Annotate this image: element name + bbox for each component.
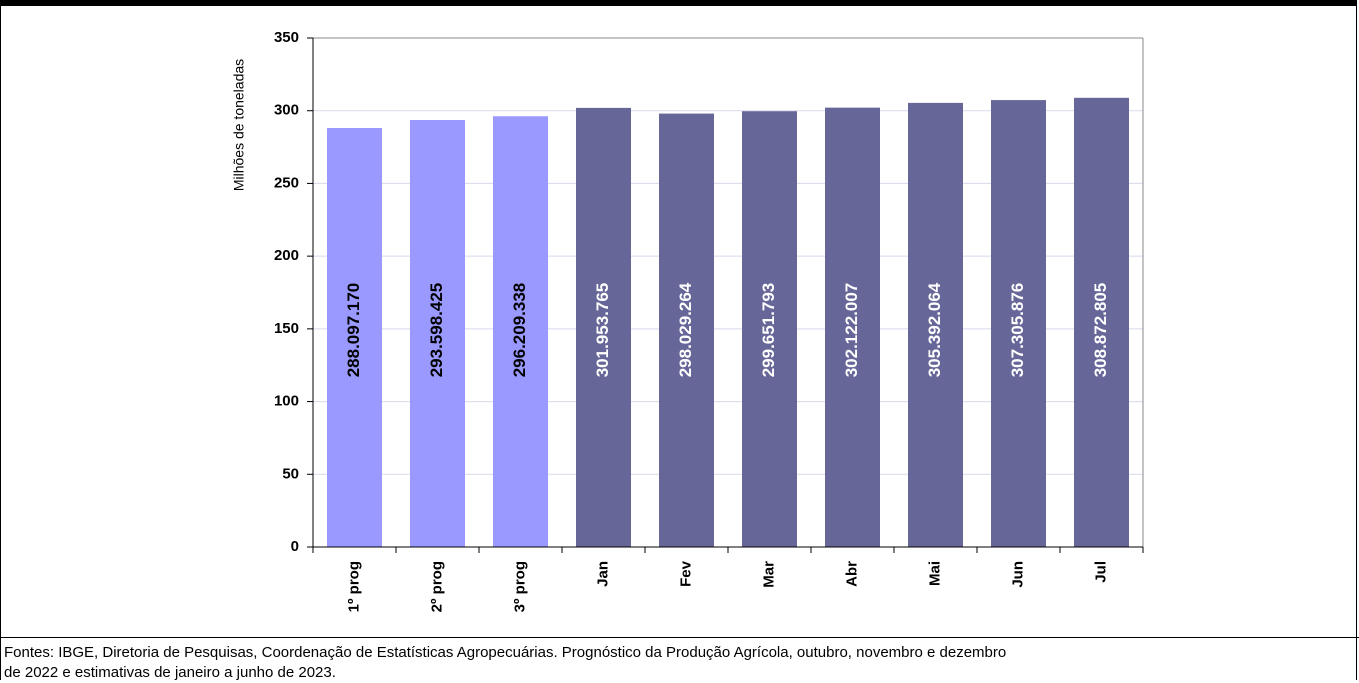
bar xyxy=(825,107,880,547)
x-tick-label: Mar xyxy=(760,561,777,588)
bar xyxy=(742,111,797,548)
bar xyxy=(659,113,714,548)
bar xyxy=(410,120,465,548)
data-label: 308.872.805 xyxy=(1091,283,1110,378)
bar xyxy=(1074,97,1129,547)
y-axis-label: Milhões de toneladas xyxy=(231,59,247,191)
data-label: 296.209.338 xyxy=(510,283,529,378)
source-line: de 2022 e estimativas de janeiro a junho… xyxy=(4,664,336,681)
y-tick-label: 300 xyxy=(274,102,299,119)
y-tick-label: 200 xyxy=(274,247,299,264)
y-tick-label: 150 xyxy=(274,320,299,337)
chart: Milhões de toneladas 0 50 100 150 200 250 300 3… xyxy=(231,29,1144,612)
x-tick-label: Fev xyxy=(677,560,694,587)
source-note: Fontes: IBGE, Diretoria de Pesquisas, Co… xyxy=(0,637,1359,683)
y-tick-label: 50 xyxy=(282,465,299,482)
bar xyxy=(576,107,631,547)
x-tick-label: Jul xyxy=(1092,561,1109,583)
data-label: 288.097.170 xyxy=(344,283,363,378)
y-tick-label: 0 xyxy=(291,538,299,555)
x-tick-label: Abr xyxy=(843,561,860,587)
data-label: 298.029.264 xyxy=(676,282,695,377)
data-label: 299.651.793 xyxy=(759,283,778,378)
x-tick-label: 3º prog xyxy=(511,561,528,612)
bar xyxy=(991,100,1046,548)
y-tick-label: 250 xyxy=(274,174,299,191)
x-tick-label: Jan xyxy=(594,561,611,587)
y-tick-label: 350 xyxy=(274,29,299,46)
source-line: Fontes: IBGE, Diretoria de Pesquisas, Co… xyxy=(4,644,1007,661)
data-label: 301.953.765 xyxy=(593,283,612,378)
x-tick-label: 2º prog xyxy=(428,561,445,612)
x-tick-label: 1º prog xyxy=(345,561,362,612)
x-tick-label: Jun xyxy=(1009,561,1026,588)
data-label: 293.598.425 xyxy=(427,283,446,378)
data-label: 302.122.007 xyxy=(842,283,861,378)
y-tick-label: 100 xyxy=(274,393,299,410)
bar xyxy=(327,128,382,547)
data-label: 307.305.876 xyxy=(1008,283,1027,378)
bar xyxy=(493,116,548,547)
bar xyxy=(908,102,963,547)
x-tick-label: Mai xyxy=(926,561,943,586)
data-label: 305.392.064 xyxy=(925,282,944,377)
